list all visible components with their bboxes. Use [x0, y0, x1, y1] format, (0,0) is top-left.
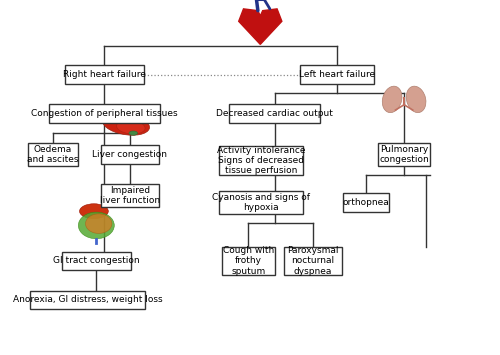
Text: Pulmonary
congestion: Pulmonary congestion	[379, 145, 429, 164]
Text: Cough with
frothy
sputum: Cough with frothy sputum	[222, 246, 274, 276]
FancyBboxPatch shape	[65, 65, 144, 84]
FancyBboxPatch shape	[284, 247, 342, 275]
Text: Impaired
liver function: Impaired liver function	[100, 186, 160, 205]
Ellipse shape	[406, 86, 426, 113]
Ellipse shape	[86, 214, 112, 234]
Ellipse shape	[80, 204, 108, 219]
FancyBboxPatch shape	[343, 193, 388, 212]
FancyBboxPatch shape	[101, 145, 158, 164]
Ellipse shape	[129, 131, 138, 135]
Ellipse shape	[78, 212, 114, 239]
Text: Paroxysmal
nocturnal
dyspnea: Paroxysmal nocturnal dyspnea	[288, 246, 339, 276]
Text: Oedema
and ascites: Oedema and ascites	[27, 145, 78, 164]
FancyBboxPatch shape	[222, 247, 274, 275]
Ellipse shape	[116, 120, 145, 134]
Ellipse shape	[102, 113, 150, 135]
Text: Activity intolerance
Signs of decreased
tissue perfusion: Activity intolerance Signs of decreased …	[217, 146, 306, 175]
Polygon shape	[238, 9, 282, 44]
Text: GI tract congestion: GI tract congestion	[53, 256, 140, 266]
Text: Right heart failure: Right heart failure	[63, 70, 146, 79]
FancyBboxPatch shape	[28, 143, 78, 166]
FancyBboxPatch shape	[220, 146, 303, 175]
Text: Left heart failure: Left heart failure	[299, 70, 375, 79]
FancyBboxPatch shape	[220, 191, 303, 214]
Ellipse shape	[382, 86, 402, 113]
FancyBboxPatch shape	[300, 65, 374, 84]
FancyBboxPatch shape	[229, 104, 320, 123]
FancyBboxPatch shape	[62, 252, 131, 270]
FancyBboxPatch shape	[50, 104, 160, 123]
FancyBboxPatch shape	[30, 291, 145, 309]
FancyBboxPatch shape	[378, 143, 430, 166]
Text: orthopnea: orthopnea	[342, 198, 389, 207]
Text: Decreased cardiac output: Decreased cardiac output	[216, 109, 333, 118]
FancyBboxPatch shape	[101, 184, 158, 207]
Text: Liver congestion: Liver congestion	[92, 150, 168, 159]
Text: Congestion of peripheral tissues: Congestion of peripheral tissues	[31, 109, 178, 118]
Text: Anorexia, GI distress, weight loss: Anorexia, GI distress, weight loss	[13, 295, 162, 305]
Text: Cyanosis and signs of
hypoxia: Cyanosis and signs of hypoxia	[212, 193, 310, 212]
